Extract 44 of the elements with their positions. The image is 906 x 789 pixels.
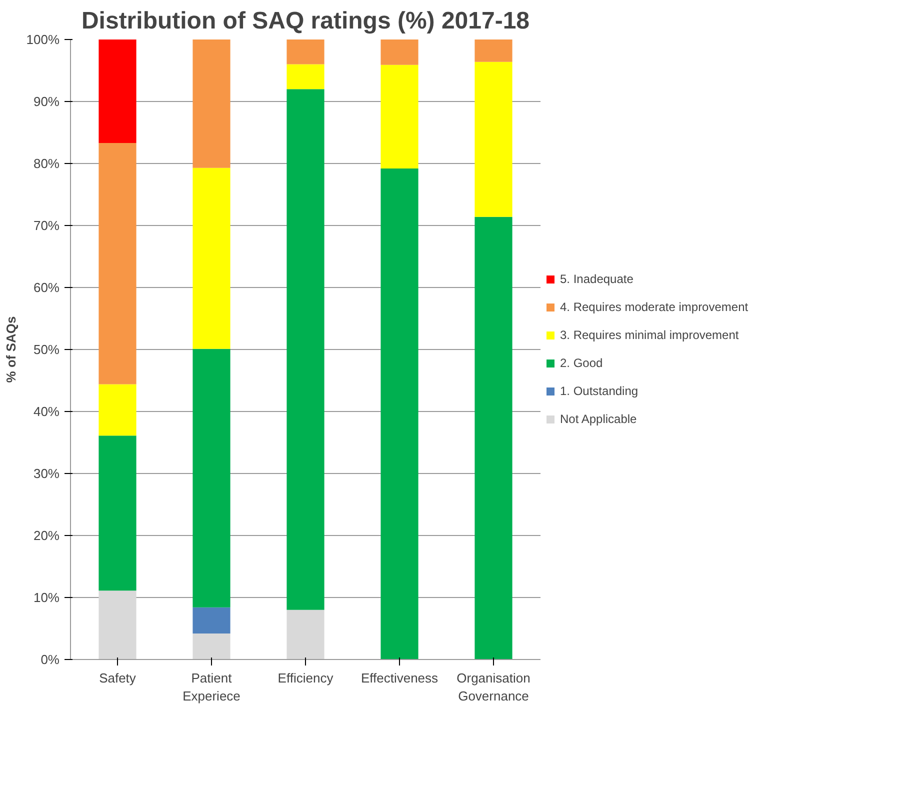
y-tick-label: 30% [33,466,60,481]
bar [286,89,324,610]
y-tick-label: 100% [26,32,60,47]
bar [474,62,512,217]
x-tick-label: Effectiveness [360,670,439,686]
bar [98,143,136,384]
bar [98,40,136,144]
legend-label: 3. Requires minimal improvement [560,328,739,342]
x-tick-label: Efficiency [278,670,334,686]
legend-label: 4. Requires moderate improvement [560,300,748,314]
bar [286,64,324,90]
y-tick-label: 0% [40,652,60,667]
y-tick-label: 50% [33,342,60,357]
y-tick-label: 80% [33,156,60,171]
chart-title: Distribution of SAQ ratings (%) 2017-18 [81,8,530,34]
y-tick-label: 10% [33,590,60,605]
bar [192,607,230,634]
bar [286,610,324,660]
y-tick-label: 60% [33,280,60,295]
bar [192,633,230,660]
bar [192,40,230,168]
x-tick-label: Patient Experiece [182,670,240,704]
y-tick-label: 40% [33,404,60,419]
bar [98,436,136,591]
legend-label: 1. Outstanding [560,384,638,398]
legend-label: 5. Inadequate [560,272,634,286]
bar [192,348,230,608]
x-tick-label: Safety [99,670,136,686]
y-axis-title: % of SAQs [3,316,18,383]
legend-label: 2. Good [560,356,603,370]
bar [380,40,418,65]
y-tick-label: 70% [33,218,60,233]
bar [98,590,136,660]
x-tick-label: Organisation Governance [456,670,530,704]
bar [474,40,512,62]
bar [380,168,418,660]
bar [380,64,418,168]
y-tick-label: 20% [33,528,60,543]
bar [98,384,136,436]
legend-label: Not Applicable [560,412,637,426]
bar [286,40,324,64]
bar [192,168,230,349]
y-tick-label: 90% [33,94,60,109]
bar [474,216,512,660]
